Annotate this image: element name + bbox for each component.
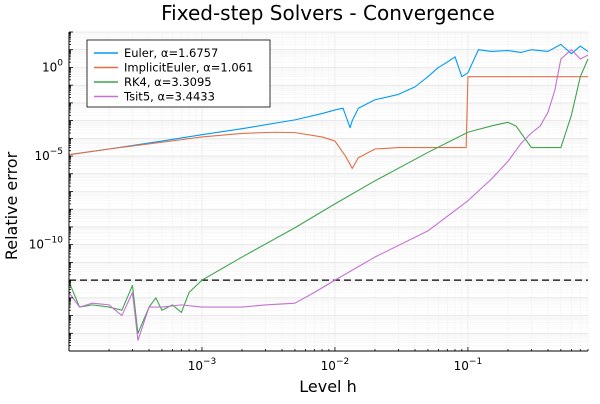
y-tick-label: 10−10 [29,236,64,252]
chart-title: Fixed-step Solvers - Convergence [161,1,495,25]
legend-label-tsit5: Tsit5, α=3.4433 [123,90,215,104]
series-layer [68,43,589,341]
x-tick-label: 10−1 [454,357,483,373]
legend-label-euler: Euler, α=1.6757 [124,46,218,60]
series-line-tsit5 [68,49,589,341]
y-axis-label: Relative error [2,151,21,260]
x-axis-label: Level h [299,377,356,396]
y-tick-label: 100 [42,58,63,74]
legend-label-rk4: RK4, α=3.3095 [124,75,212,89]
axes-layer: 10−3 10−2 10−1 100 10−5 10−10 [29,31,589,373]
legend-label-implicit-euler: ImplicitEuler, α=1.061 [124,61,253,75]
series-line-implicit-euler [68,76,588,169]
series-line-rk4 [68,58,589,334]
x-tick-label: 10−3 [188,357,217,373]
series-line-euler [68,43,589,156]
y-tick-label: 10−5 [34,147,63,163]
x-tick-label: 10−2 [321,357,350,373]
